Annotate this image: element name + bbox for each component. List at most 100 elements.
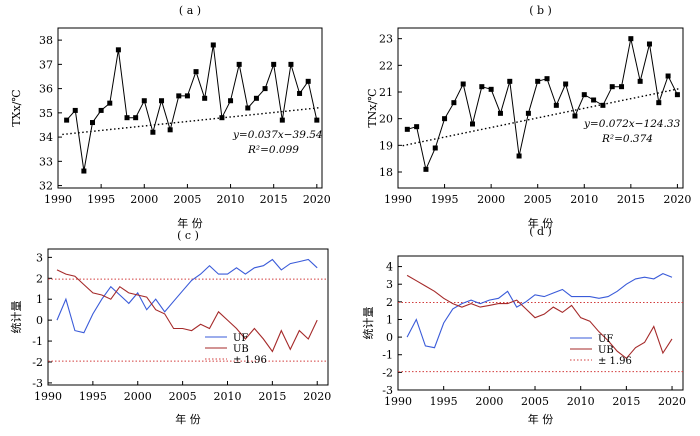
x-tick-label-a-2015: 2015 <box>260 193 288 206</box>
data-point-b-1992 <box>414 124 420 130</box>
x-tick-label-c-2000: 2000 <box>124 390 152 403</box>
data-point-b-2000 <box>488 86 494 92</box>
data-point-a-2000 <box>141 98 147 104</box>
data-point-b-2015 <box>628 36 634 42</box>
x-tick-label-b-2005: 2005 <box>524 193 552 206</box>
x-tick-label-a-1995: 1995 <box>87 193 115 206</box>
data-point-a-2016 <box>279 117 285 123</box>
data-point-a-2006 <box>193 69 199 75</box>
x-tick-label-a-2005: 2005 <box>173 193 201 206</box>
y-tick-label-a-37: 37 <box>39 58 53 71</box>
x-axis-label-c: 年 份 <box>175 412 201 426</box>
panel-label-d: ( d ) <box>529 225 552 238</box>
y-tick-label-d-4: 4 <box>386 261 393 274</box>
x-tick-label-d-1995: 1995 <box>430 395 458 408</box>
y-tick-label-d--2: -2 <box>382 366 393 379</box>
data-point-b-2013 <box>609 84 615 90</box>
data-point-a-2002 <box>159 98 165 104</box>
y-tick-label-c-0: 0 <box>36 314 43 327</box>
data-point-b-2007 <box>553 102 559 108</box>
data-point-a-2014 <box>262 86 268 92</box>
series-line-d-uf <box>406 272 673 349</box>
x-tick-label-b-2010: 2010 <box>570 193 598 206</box>
y-axis-label-a: TXx/℃ <box>10 89 23 126</box>
data-point-b-2020 <box>674 92 680 98</box>
y-tick-label-d-3: 3 <box>386 278 393 291</box>
data-point-a-1996 <box>107 100 113 106</box>
x-tick-label-a-2020: 2020 <box>303 193 331 206</box>
x-tick-label-c-2010: 2010 <box>213 390 241 403</box>
data-point-a-2005 <box>184 93 190 99</box>
x-tick-label-d-2010: 2010 <box>567 395 595 408</box>
legend-label-c-threshold: ± 1.96 <box>233 355 267 366</box>
data-point-a-1992 <box>72 107 78 113</box>
y-tick-label-d--3: -3 <box>382 384 393 397</box>
data-point-b-1999 <box>479 84 485 90</box>
y-axis-label-c: 统计量 <box>10 301 23 334</box>
data-point-a-2007 <box>202 95 208 101</box>
data-point-b-2014 <box>619 84 625 90</box>
y-tick-label-c-1: 1 <box>36 293 43 306</box>
x-tick-label-d-2000: 2000 <box>475 395 503 408</box>
data-point-a-2003 <box>167 127 173 133</box>
x-tick-label-d-2015: 2015 <box>612 395 640 408</box>
data-point-a-2001 <box>150 129 156 135</box>
data-point-b-2012 <box>600 102 606 108</box>
data-point-a-1991 <box>64 117 70 123</box>
data-point-b-2019 <box>665 73 671 79</box>
data-point-b-1993 <box>423 166 429 172</box>
data-point-b-2004 <box>525 110 531 116</box>
y-tick-label-d-0: 0 <box>386 331 393 344</box>
data-point-b-2010 <box>581 92 587 98</box>
y-tick-label-a-32: 32 <box>39 180 53 193</box>
y-axis-label-b: TNx/℃ <box>366 88 379 127</box>
data-point-a-1998 <box>124 115 130 121</box>
data-point-a-1997 <box>115 47 121 53</box>
y-tick-label-d-2: 2 <box>386 296 393 309</box>
series-line-b <box>407 38 678 171</box>
y-tick-label-b-20: 20 <box>379 113 393 126</box>
data-point-b-2006 <box>544 76 550 82</box>
x-tick-label-a-2000: 2000 <box>130 193 158 206</box>
data-point-a-2018 <box>297 90 303 96</box>
y-tick-label-b-23: 23 <box>379 33 393 46</box>
data-point-b-2016 <box>637 78 643 84</box>
data-point-b-1991 <box>404 126 410 132</box>
x-tick-label-d-2020: 2020 <box>658 395 686 408</box>
data-point-a-2012 <box>245 105 251 111</box>
x-tick-label-d-1990: 1990 <box>384 395 412 408</box>
legend-label-c-ub: UB <box>233 344 249 355</box>
data-point-b-1994 <box>432 145 438 151</box>
data-point-b-2003 <box>516 153 522 159</box>
trend-line-a <box>62 107 320 136</box>
data-point-a-1994 <box>90 120 96 126</box>
x-tick-label-b-2000: 2000 <box>477 193 505 206</box>
y-tick-label-a-36: 36 <box>39 83 53 96</box>
data-point-b-2005 <box>535 78 541 84</box>
plot-frame-b <box>397 27 684 189</box>
series-line-c-ub <box>56 269 318 353</box>
data-point-a-2010 <box>228 98 234 104</box>
x-axis-label-a: 年 份 <box>177 216 203 230</box>
trend-equation-a: y=0.037x−39.54 <box>232 129 323 141</box>
data-point-b-2011 <box>591 97 597 103</box>
data-point-a-2017 <box>288 61 294 67</box>
legend-label-d-ub: UB <box>598 345 614 356</box>
panel-label-c: ( c ) <box>177 229 199 242</box>
data-point-b-2008 <box>563 81 569 87</box>
data-point-b-2009 <box>572 113 578 119</box>
data-point-b-2001 <box>497 110 503 116</box>
x-tick-label-c-2015: 2015 <box>258 390 286 403</box>
plot-frame-c <box>47 248 329 386</box>
y-tick-label-c-2: 2 <box>36 272 43 285</box>
x-tick-label-b-1990: 1990 <box>384 193 412 206</box>
data-point-a-2013 <box>253 95 259 101</box>
panel-label-a: ( a ) <box>179 4 201 17</box>
x-tick-label-a-1990: 1990 <box>44 193 72 206</box>
legend-label-d-threshold: ± 1.96 <box>598 356 632 367</box>
data-point-b-2018 <box>656 100 662 106</box>
y-tick-label-c--1: -1 <box>32 335 43 348</box>
x-tick-label-d-2005: 2005 <box>521 395 549 408</box>
data-point-a-2009 <box>219 115 225 121</box>
